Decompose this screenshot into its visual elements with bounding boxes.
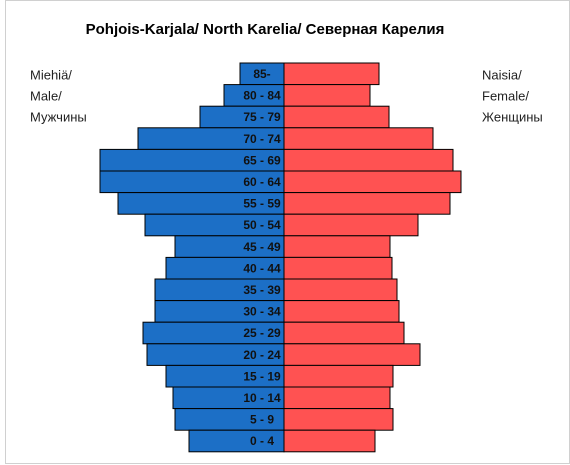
age-label: 50 - 54	[243, 218, 281, 232]
legend-label: Мужчины	[30, 109, 87, 124]
female-bar	[283, 213, 419, 237]
age-label: 70 - 74	[243, 132, 281, 146]
female-bar	[283, 192, 451, 215]
female-bar	[283, 170, 462, 194]
female-bar	[283, 278, 398, 302]
age-label: 75 - 79	[243, 110, 281, 124]
age-label: 45 - 49	[243, 240, 281, 254]
female-bar	[283, 300, 400, 323]
age-label: 30 - 34	[243, 305, 281, 319]
age-label: 55 - 59	[243, 197, 281, 211]
legend-label: Naisia/	[482, 67, 522, 82]
female-bar	[283, 62, 380, 86]
age-label: 80 - 84	[243, 89, 281, 103]
legend-label: Male/	[30, 88, 62, 103]
female-bar	[283, 256, 393, 280]
age-label: 20 - 24	[243, 348, 281, 362]
age-label: 15 - 19	[243, 369, 281, 383]
female-bar	[283, 364, 394, 388]
female-bar	[283, 148, 454, 172]
age-label: 40 - 44	[243, 261, 281, 275]
age-label: 10 - 14	[243, 391, 281, 405]
age-label: 0 - 4	[250, 434, 274, 448]
female-bar	[283, 235, 391, 258]
legend-label: Female/	[482, 88, 529, 103]
age-label: 60 - 64	[243, 175, 281, 189]
legend-label: Miehiä/	[30, 67, 72, 82]
female-bar	[283, 408, 394, 431]
female-bar	[283, 84, 371, 107]
chart-title: Pohjois-Karjala/ North Karelia/ Северная…	[86, 21, 445, 38]
female-bar	[283, 343, 421, 366]
female-bar	[283, 105, 390, 129]
age-label: 25 - 29	[243, 326, 281, 340]
age-label: 65 - 69	[243, 153, 281, 167]
age-label: 35 - 39	[243, 283, 281, 297]
female-bar	[283, 429, 376, 453]
age-label: 85-	[253, 67, 270, 81]
female-bar	[283, 127, 434, 150]
female-bar	[283, 321, 405, 345]
legend-label: Женщины	[482, 109, 543, 124]
female-bar	[283, 386, 391, 410]
age-label: 5 - 9	[250, 413, 274, 427]
